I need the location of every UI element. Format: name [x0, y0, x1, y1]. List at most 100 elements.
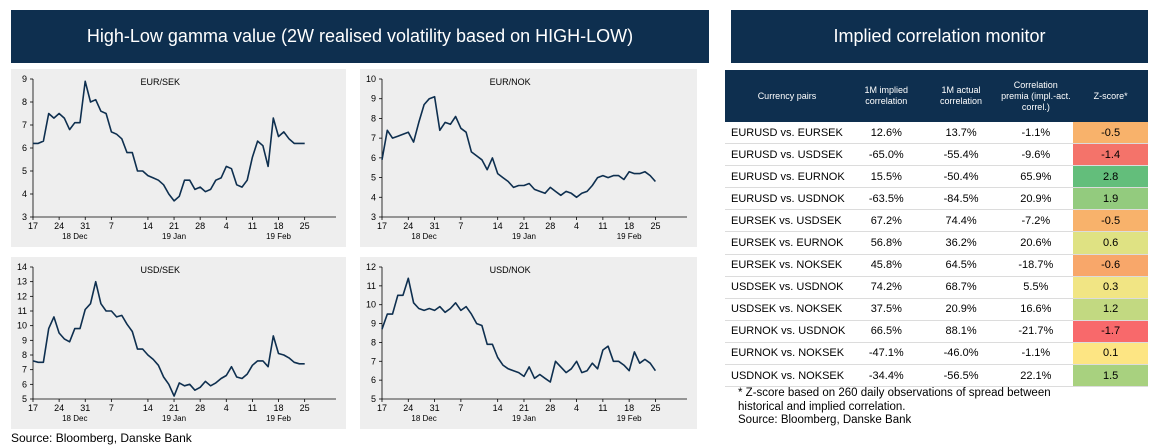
y-tick-label: 13: [17, 277, 27, 287]
x-tick-label: 21: [169, 221, 179, 231]
table-row: EURUSD vs. USDSEK -65.0% -55.4% -9.6% -1.4: [725, 143, 1148, 167]
chart-usd-nok: 5 6 7 8 9 10 11 12 17 24 31 7 14 21 28 4 11 18 25 18 Dec 19 …: [360, 257, 697, 429]
cell-zscore: -1.7: [1073, 320, 1148, 343]
series-line: [32, 280, 305, 397]
x-tick-label: 18: [624, 403, 634, 413]
x-tick-label: 17: [28, 221, 38, 231]
y-tick-label: 9: [22, 335, 27, 345]
cell-pair: EURSEK vs. EURNOK: [725, 231, 849, 255]
cell-implied: 45.8%: [848, 254, 924, 277]
cell-actual: -46.0%: [923, 342, 999, 366]
cell-actual: 36.2%: [923, 231, 999, 255]
x-tick-label: 31: [430, 403, 440, 413]
y-tick-label: 10: [17, 321, 27, 331]
chart-title: EUR/NOK: [490, 77, 531, 87]
y-tick-label: 4: [22, 189, 27, 199]
cell-zscore: 1.9: [1073, 187, 1148, 211]
x-tick-label: 7: [109, 403, 114, 413]
y-tick-label: 7: [22, 365, 27, 375]
y-tick-label: 14: [17, 262, 27, 272]
y-tick-label: 7: [22, 120, 27, 130]
x-tick-label: 28: [545, 221, 555, 231]
cell-premia: 22.1%: [998, 364, 1074, 388]
cell-zscore: -0.5: [1073, 122, 1148, 145]
cell-pair: EURSEK vs. NOKSEK: [725, 254, 849, 277]
footnote: * Z-score based on 260 daily observation…: [738, 387, 1138, 428]
chart-eur-sek: 3 4 5 6 7 8 9 17 24 31 7 14 21 28 4 11 18 25 18 Dec 19 Jan 1…: [11, 69, 346, 247]
chart-svg: 5 6 7 8 9 10 11 12 17 24 31 7 14 21 28 4 11 18 25 18 Dec 19 …: [366, 262, 687, 423]
x-tick-label: 14: [493, 403, 503, 413]
footnote-line-2: historical and implied correlation.: [738, 400, 906, 413]
x-tick-label: 28: [195, 221, 205, 231]
y-tick-label: 3: [371, 212, 376, 222]
cell-premia: 16.6%: [998, 298, 1074, 321]
y-tick-label: 6: [22, 379, 27, 389]
cell-pair: USDSEK vs. USDNOK: [725, 276, 849, 299]
footnote-source: Source: Bloomberg, Danske Bank: [738, 414, 912, 426]
month-label: 18 Dec: [411, 414, 436, 423]
y-tick-label: 5: [22, 166, 27, 176]
chart-eur-nok: 3 4 5 6 7 8 9 10 17 24 31 7 14 21 28 4 11 18 25 18 Dec 19 Ja…: [360, 69, 697, 247]
y-tick-label: 12: [366, 262, 376, 272]
month-label: 19 Jan: [162, 232, 186, 241]
x-tick-label: 25: [650, 221, 660, 231]
y-tick-label: 12: [17, 291, 27, 301]
x-tick-label: 18: [624, 221, 634, 231]
month-label: 19 Feb: [617, 414, 642, 423]
y-tick-label: 8: [371, 113, 376, 123]
y-tick-label: 9: [371, 94, 376, 104]
cell-premia: 20.9%: [998, 187, 1074, 211]
header-currency-pairs: Currency pairs: [725, 70, 849, 122]
y-tick-label: 10: [366, 300, 376, 310]
cell-zscore: 0.3: [1073, 276, 1148, 299]
series-line: [33, 80, 305, 202]
x-tick-label: 25: [300, 403, 310, 413]
header-zscore: Z-score*: [1073, 70, 1148, 122]
y-tick-label: 6: [371, 375, 376, 385]
series-line: [381, 95, 657, 199]
series-line: [381, 277, 657, 383]
cell-premia: -9.6%: [998, 143, 1074, 167]
cell-actual: 74.4%: [923, 209, 999, 233]
y-tick-label: 10: [366, 74, 376, 84]
y-tick-label: 5: [371, 394, 376, 404]
cell-actual: 68.7%: [923, 276, 999, 299]
cell-implied: 37.5%: [848, 298, 924, 321]
table-row: EURSEK vs. NOKSEK 45.8% 64.5% -18.7% -0.6: [725, 254, 1148, 277]
y-tick-label: 8: [22, 350, 27, 360]
x-tick-label: 25: [650, 403, 660, 413]
month-label: 19 Jan: [512, 414, 536, 423]
y-tick-label: 6: [371, 153, 376, 163]
cell-implied: -65.0%: [848, 143, 924, 167]
x-tick-label: 14: [143, 403, 153, 413]
y-tick-label: 9: [371, 319, 376, 329]
cell-premia: -1.1%: [998, 122, 1074, 145]
table-row: EURNOK vs. USDNOK 66.5% 88.1% -21.7% -1.7: [725, 320, 1148, 343]
x-tick-label: 14: [143, 221, 153, 231]
table-row: EURSEK vs. EURNOK 56.8% 36.2% 20.6% 0.6: [725, 231, 1148, 255]
cell-pair: EURUSD vs. USDSEK: [725, 143, 849, 167]
cell-implied: 74.2%: [848, 276, 924, 299]
x-tick-label: 11: [248, 403, 257, 413]
cell-implied: 67.2%: [848, 209, 924, 233]
cell-implied: -47.1%: [848, 342, 924, 366]
x-tick-label: 24: [54, 221, 64, 231]
x-tick-label: 11: [248, 221, 257, 231]
header-actual: 1M actual correlation: [923, 70, 999, 122]
header-implied: 1M implied correlation: [848, 70, 924, 122]
x-tick-label: 28: [195, 403, 205, 413]
chart-svg: 5 6 7 8 9 10 11 12 13 14 17 24 31 7 14 21 28 4 11 18 25 18 De…: [17, 262, 336, 423]
right-title-text: Implied correlation monitor: [833, 26, 1046, 46]
cell-implied: 66.5%: [848, 320, 924, 343]
y-tick-label: 8: [371, 337, 376, 347]
cell-pair: EURUSD vs. EURSEK: [725, 122, 849, 145]
y-tick-label: 11: [18, 306, 27, 316]
x-tick-label: 7: [458, 403, 463, 413]
x-tick-label: 24: [54, 403, 64, 413]
cell-actual: 88.1%: [923, 320, 999, 343]
cell-premia: -18.7%: [998, 254, 1074, 277]
cell-pair: USDSEK vs. NOKSEK: [725, 298, 849, 321]
cell-pair: EURSEK vs. USDSEK: [725, 209, 849, 233]
cell-pair: EURNOK vs. NOKSEK: [725, 342, 849, 366]
month-label: 18 Dec: [411, 232, 436, 241]
